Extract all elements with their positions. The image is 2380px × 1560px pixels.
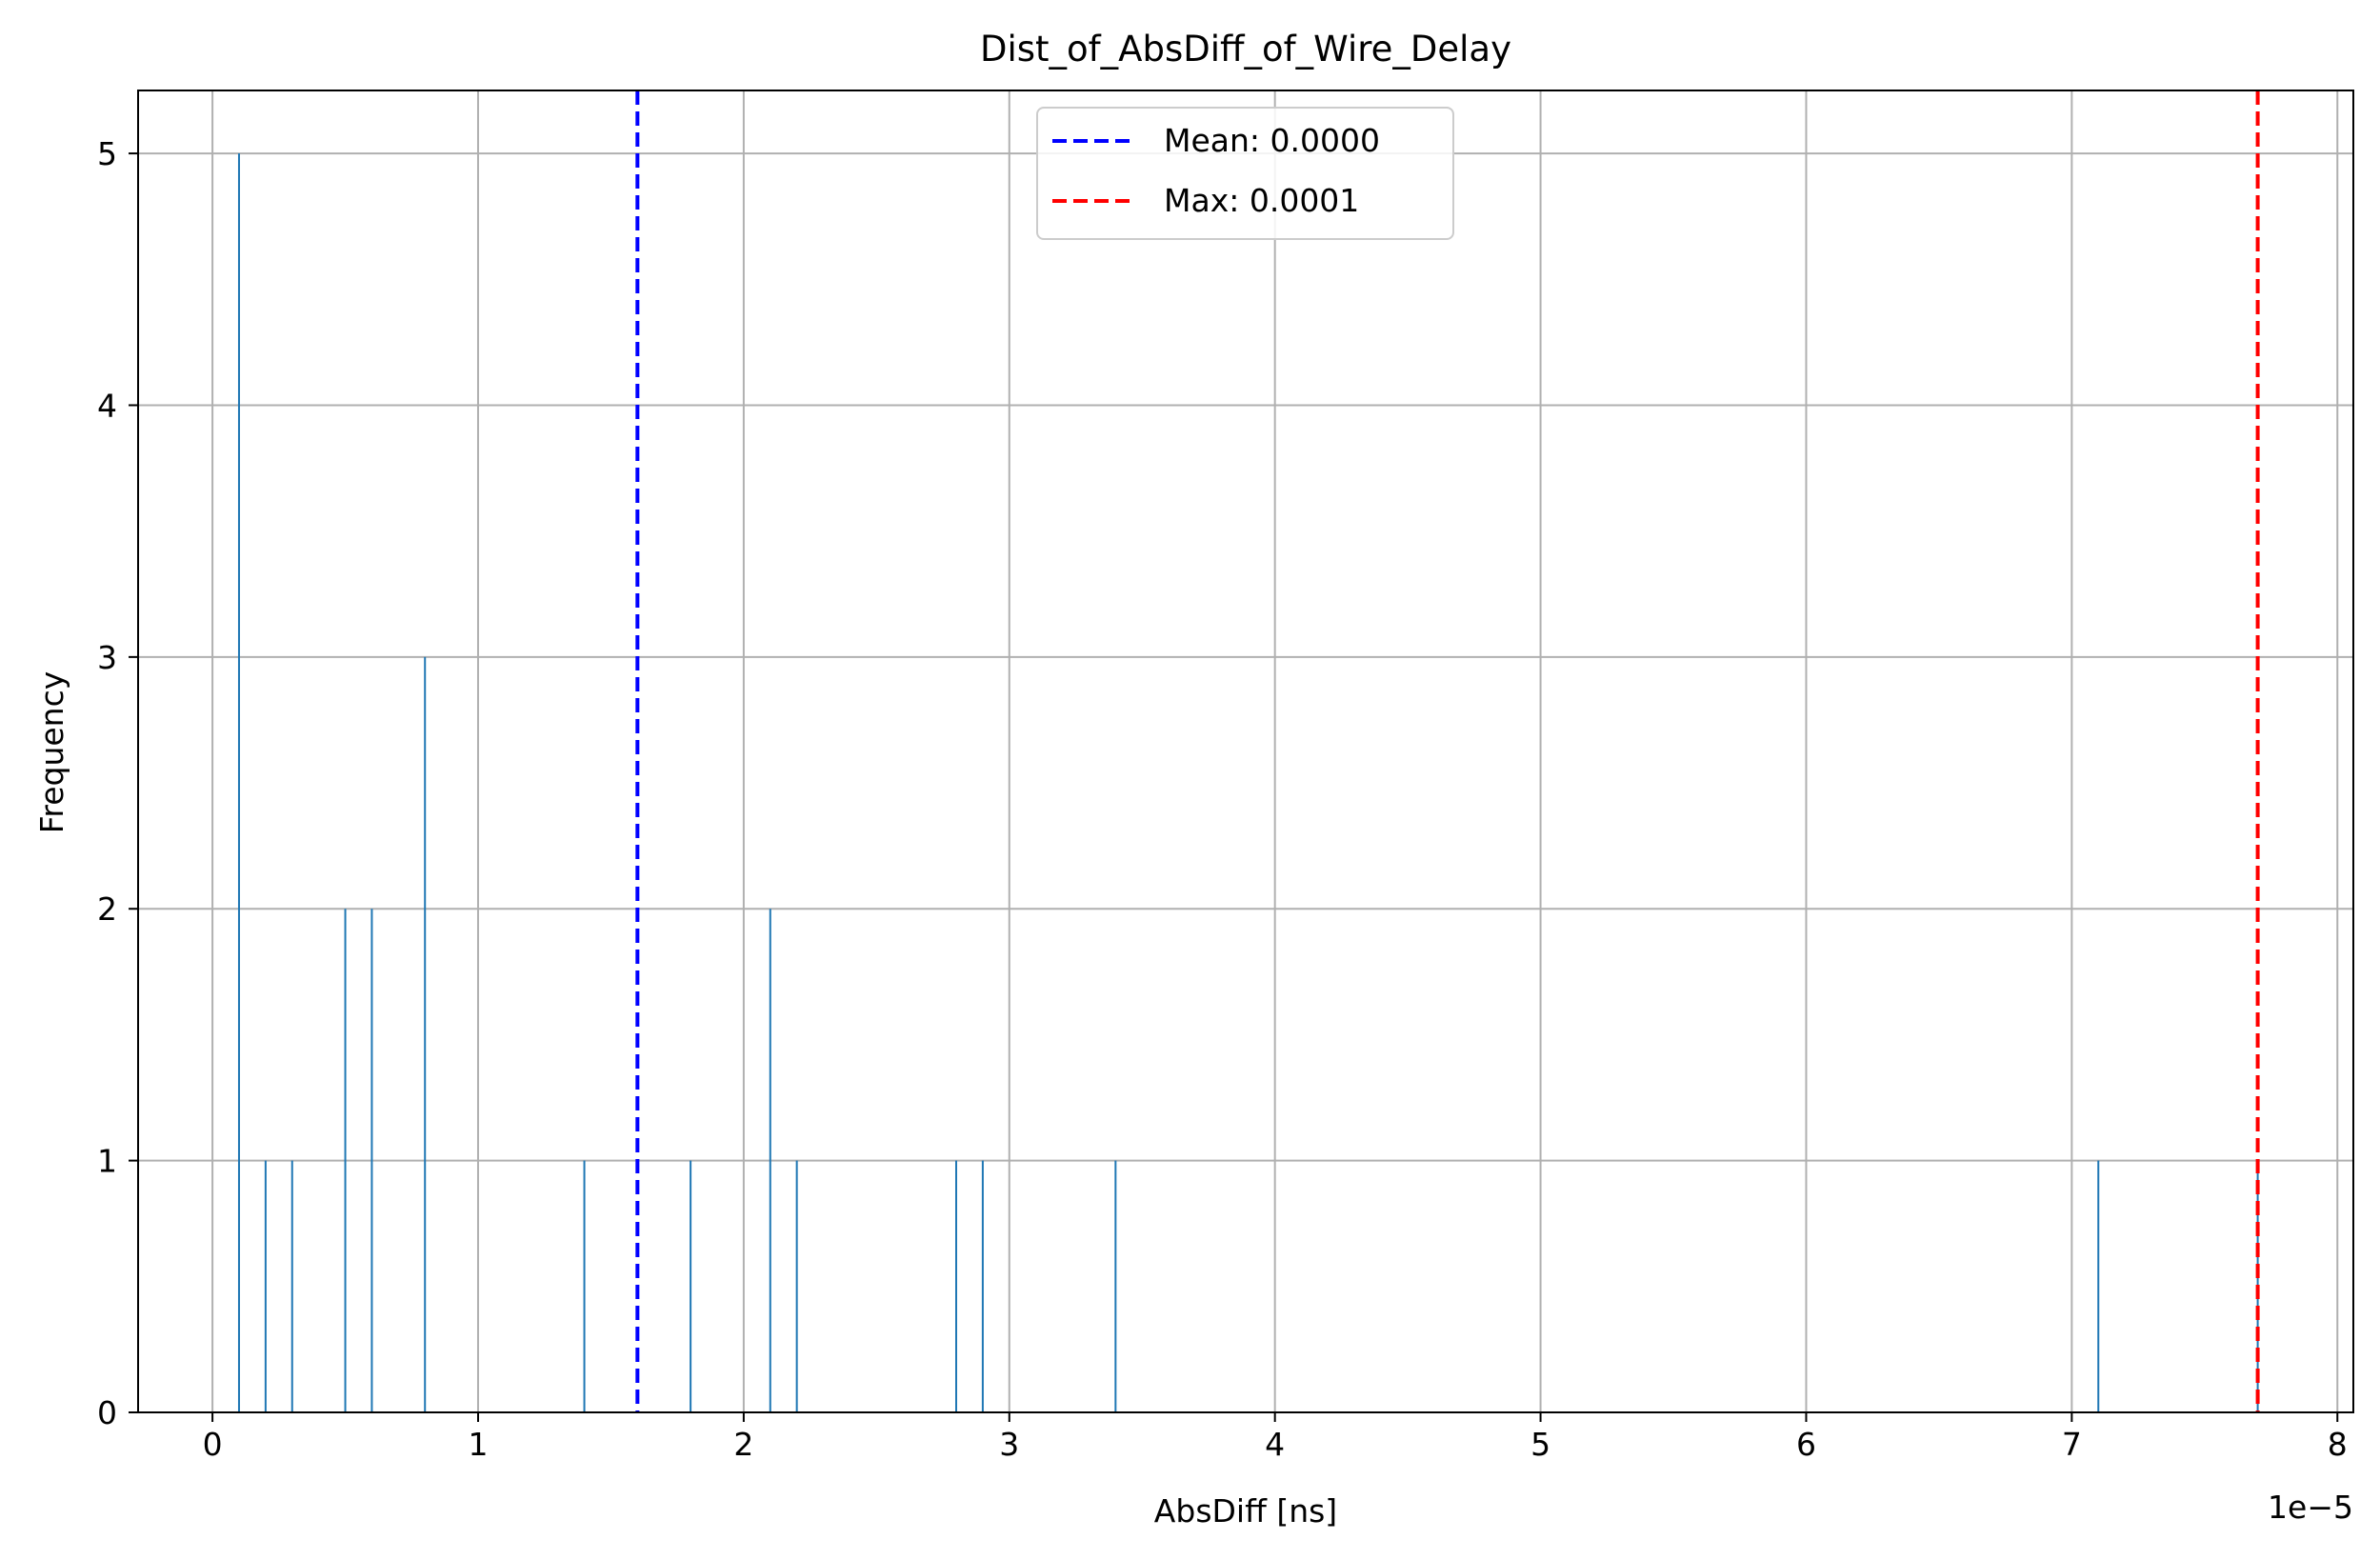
- x-axis-label: AbsDiff [ns]: [1154, 1492, 1337, 1530]
- x-tick-label: 2: [733, 1426, 753, 1463]
- plot-frame: [137, 90, 2354, 1413]
- x-tick-label: 3: [999, 1426, 1019, 1463]
- x-tick-label: 4: [1265, 1426, 1285, 1463]
- y-axis-label: Frequency: [33, 671, 70, 833]
- histogram-bar: [344, 909, 347, 1412]
- legend: Mean: 0.0000 Max: 0.0001: [1036, 107, 1454, 240]
- axis-ticks: 0 1 2 3 4 5 6 7 8 0 1 2 3 4 5: [97, 135, 2348, 1463]
- histogram-bar: [795, 1160, 798, 1412]
- histogram-bar: [370, 909, 373, 1412]
- histogram-bar: [424, 656, 427, 1412]
- histogram-bar: [583, 1160, 586, 1412]
- y-tick-label: 2: [97, 890, 117, 928]
- legend-box: [1036, 107, 1454, 240]
- histogram-bar: [690, 1160, 692, 1412]
- histogram-bar: [955, 1160, 958, 1412]
- y-tick-label: 3: [97, 639, 117, 676]
- histogram-bar: [1114, 1160, 1117, 1412]
- legend-mean-label: Mean: 0.0000: [1164, 122, 1380, 159]
- x-scale-offset-label: 1e−5: [2268, 1489, 2353, 1526]
- histogram-bar: [981, 1160, 984, 1412]
- legend-max-label: Max: 0.0001: [1164, 182, 1359, 219]
- y-tick-label: 4: [97, 387, 117, 424]
- histogram-bar: [2097, 1160, 2100, 1412]
- x-tick-label: 5: [1530, 1426, 1550, 1463]
- histogram-bar: [290, 1160, 293, 1412]
- histogram-bar: [237, 153, 240, 1413]
- x-tick-label: 6: [1796, 1426, 1816, 1463]
- histogram-bar: [264, 1160, 267, 1412]
- reference-lines: [635, 90, 2260, 1412]
- y-tick-label: 1: [97, 1143, 117, 1180]
- histogram-bar: [769, 909, 771, 1412]
- x-tick-label: 1: [468, 1426, 488, 1463]
- y-tick-label: 0: [97, 1394, 117, 1431]
- y-tick-label: 5: [97, 135, 117, 172]
- x-tick-label: 0: [203, 1426, 223, 1463]
- chart-title: Dist_of_AbsDiff_of_Wire_Delay: [980, 29, 1511, 70]
- x-tick-label: 7: [2062, 1426, 2082, 1463]
- x-tick-label: 8: [2328, 1426, 2348, 1463]
